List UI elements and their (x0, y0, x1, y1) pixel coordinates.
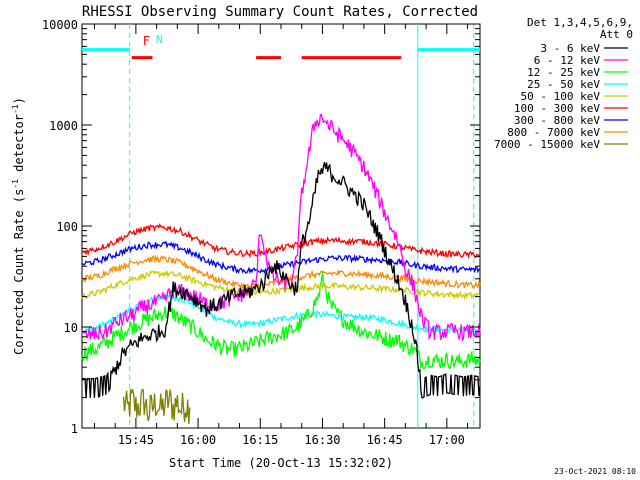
y-tick-label: 10000 (42, 18, 78, 32)
y-axis-label: Corrected Count Rate (s-1 detector-1) (11, 97, 26, 355)
series-line-7 (81, 240, 481, 275)
legend-label: 7000 - 15000 keV (494, 138, 600, 151)
chart-title: RHESSI Observing Summary Count Rates, Co… (82, 4, 478, 20)
night-marker: N (156, 33, 163, 46)
series-line-3 (81, 271, 481, 371)
x-tick-label: 16:15 (242, 433, 278, 447)
y-axis-label-exp2: -1 (11, 104, 20, 114)
series-line-5 (81, 270, 481, 301)
y-tick-label: 100 (56, 220, 78, 234)
y-axis-label-part3: ) (12, 97, 26, 104)
x-tick-label: 15:45 (118, 433, 154, 447)
axis-layer: 1 10 100 1000 10000 15:45 16:00 16:15 16:30 16:45… (42, 18, 480, 447)
x-axis-label: Start Time (20-Oct-13 15:32:02) (169, 456, 393, 470)
legend-label: 3 - 6 keV (540, 42, 600, 55)
x-tick-label: 16:45 (367, 433, 403, 447)
legend-header-line2: Att 0 (600, 28, 633, 41)
series-line-1 (82, 161, 481, 399)
legend-label: 800 - 7000 keV (507, 126, 600, 139)
series-line-2 (81, 113, 481, 343)
x-tick-label: 16:30 (304, 433, 340, 447)
legend-label: 100 - 300 keV (514, 102, 600, 115)
series-line-6 (81, 222, 481, 260)
y-axis-label-part2: detector (12, 114, 26, 179)
series-line-8 (81, 254, 481, 291)
legend-label: 300 - 800 keV (514, 114, 600, 127)
series-layer (81, 113, 481, 424)
legend-label: 50 - 100 keV (521, 90, 601, 103)
y-tick-label: 1000 (49, 119, 78, 133)
x-tick-label: 16:00 (180, 433, 216, 447)
x-tick-label: 17:00 (429, 433, 465, 447)
y-tick-label: 10 (64, 321, 78, 335)
attenuator-marker: F (143, 34, 150, 48)
y-axis-label-exp1: -1 (11, 179, 20, 189)
legend-header-line1: Det 1,3,4,5,6,9, (527, 16, 633, 29)
legend-label: 25 - 50 keV (527, 78, 600, 91)
y-tick-label: 1 (71, 422, 78, 436)
timestamp: 23-Oct-2021 08:10 (554, 467, 636, 476)
series-line-9 (122, 388, 191, 424)
legend-label: 12 - 25 keV (527, 66, 600, 79)
legend-label: 6 - 12 keV (534, 54, 601, 67)
y-axis-label-part1: Corrected Count Rate (s (12, 189, 26, 355)
